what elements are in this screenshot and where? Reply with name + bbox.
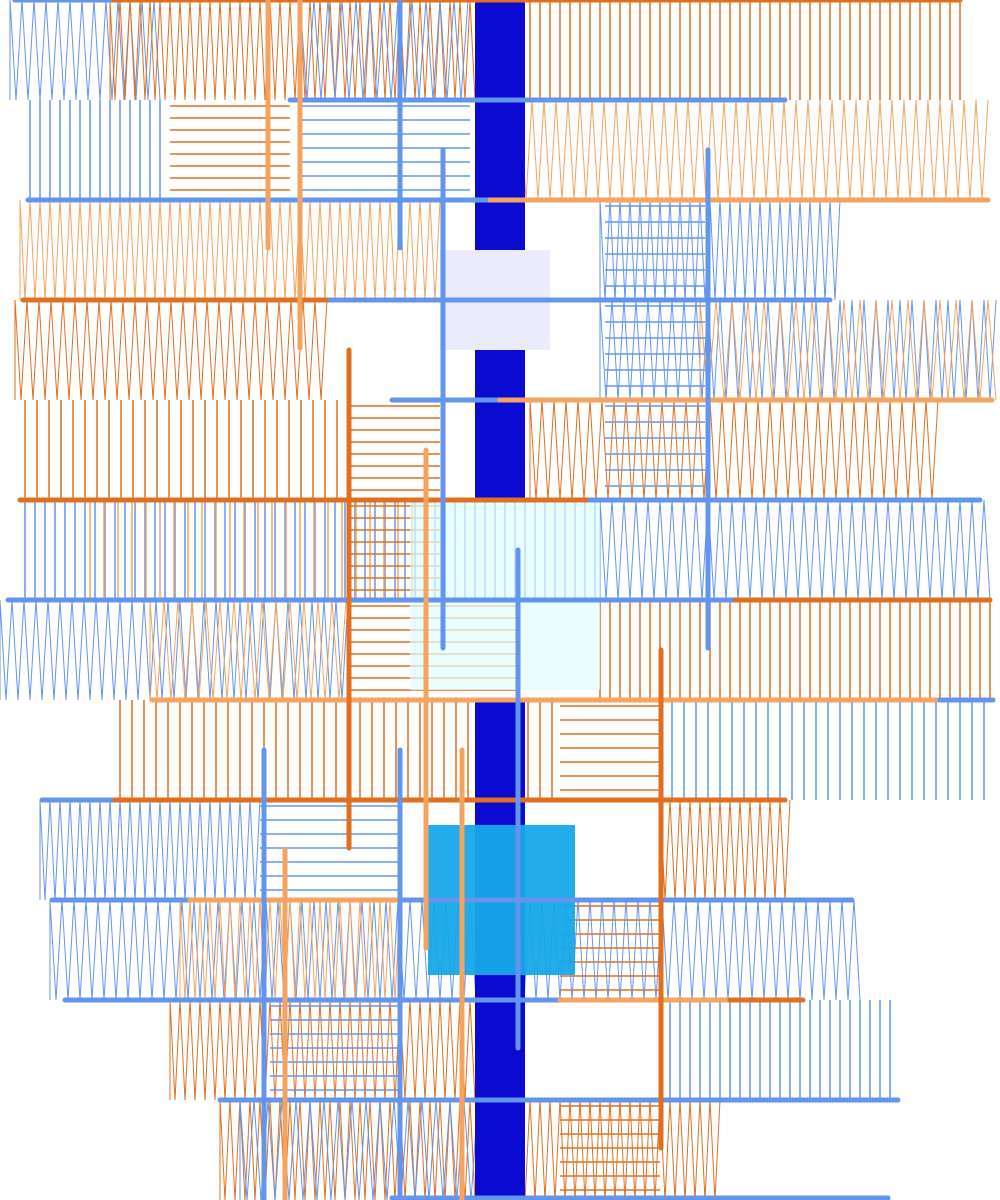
zigzag-hatch [19,199,441,301]
zigzag-hatch [299,0,469,101]
zigzag-hatch [239,1099,479,1200]
zigzag-hatch [529,399,939,501]
zigzag-hatch [149,599,347,701]
zigzag-hatch [659,799,791,901]
zigzag-hatch [109,0,481,101]
zigzag-hatch [9,0,161,101]
zigzag-hatch [169,999,481,1101]
zigzag-hatch [599,299,997,401]
pale-block [410,500,600,690]
zigzag-hatch [39,799,261,901]
zigzag-hatch [519,99,989,201]
zigzag-hatch [14,299,328,401]
zigzag-hatch [599,199,841,301]
zigzag-hatch [699,299,997,401]
block [475,0,525,250]
block [475,350,525,500]
